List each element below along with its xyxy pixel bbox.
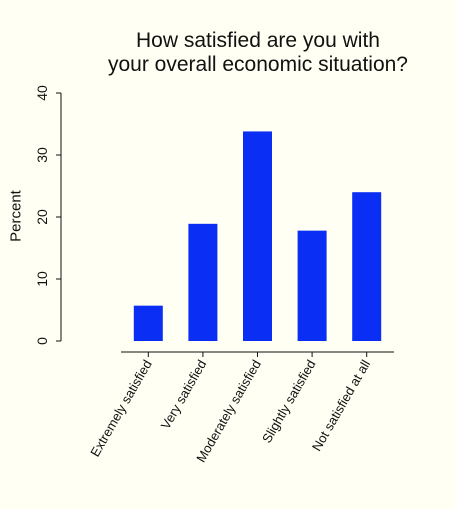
x-tick-label: Not satisfied at all bbox=[309, 357, 373, 453]
y-tick-label: 10 bbox=[34, 271, 50, 287]
bar bbox=[133, 305, 163, 341]
chart-title: How satisfied are you with your overall … bbox=[62, 29, 454, 77]
x-tick-label: Very satisfied bbox=[158, 357, 210, 431]
bar bbox=[243, 131, 272, 341]
x-tick-label: Slightly satisfied bbox=[259, 357, 319, 445]
chart-title-line-1: How satisfied are you with bbox=[136, 29, 380, 52]
y-tick-label: 40 bbox=[34, 85, 50, 101]
x-tick-label: Extremely satisfied bbox=[87, 357, 155, 459]
y-tick-label: 30 bbox=[34, 147, 50, 163]
bar bbox=[297, 230, 327, 341]
chart-title-line-2: your overall economic situation? bbox=[108, 53, 408, 76]
y-tick-label: 0 bbox=[34, 337, 50, 345]
y-tick-label: 20 bbox=[34, 209, 50, 225]
bar bbox=[188, 223, 218, 341]
bar bbox=[352, 192, 382, 341]
y-axis-title: Percent bbox=[8, 189, 25, 242]
